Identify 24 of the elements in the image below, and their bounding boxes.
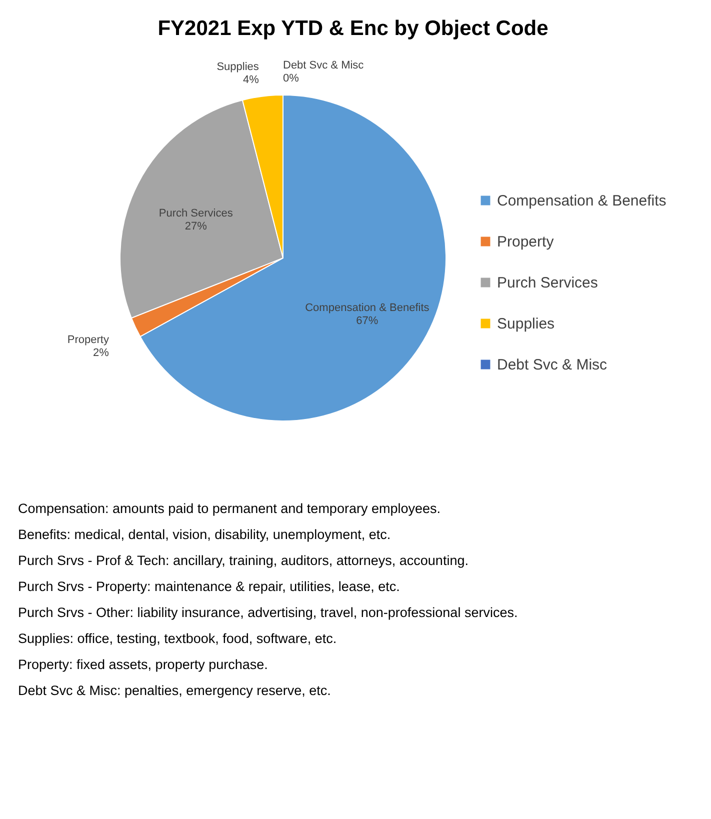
- text: 0%: [283, 72, 299, 85]
- slice-label: Purch Services: [158, 208, 234, 220]
- text: Debt Svc & Misc: penalties, emergency reserve, etc.: [18, 683, 331, 698]
- data-label: 67%: [356, 314, 378, 327]
- slice-label: Compensation & Benefits: [305, 302, 430, 314]
- category-label: Debt Svc & Misc: [283, 60, 364, 72]
- slice-label: Property: [67, 334, 110, 346]
- legend-label: Property: [497, 234, 554, 250]
- text: Compensation: amounts paid to permanent and temporary employees.: [18, 501, 440, 516]
- data-label: 27%: [184, 220, 208, 233]
- text: Purch Srvs - Property: maintenance & repair, utilities, lease, etc.: [18, 579, 400, 594]
- legend-label: Debt Svc & Misc: [497, 356, 608, 374]
- text: Property: fixed assets, property purchase.: [18, 657, 268, 672]
- text: Purch Srvs - Prof & Tech: ancillary, training, auditors, attorneys, accounting.: [18, 553, 468, 568]
- legend-label: Supplies: [497, 316, 555, 332]
- slice-label: Supplies: [216, 61, 260, 74]
- text: Purch Srvs - Other: liability insurance, advertising, travel, non-professional services.: [18, 605, 518, 620]
- chart-title: FY2021 Exp YTD & Enc by Object Code: [158, 17, 548, 40]
- legend-label: Purch Services: [497, 274, 598, 292]
- legend-label: Compensation & Benefits: [497, 192, 666, 210]
- text: Benefits: medical, dental, vision, disability, unemployment, etc.: [18, 527, 391, 542]
- text: Supplies: office, testing, textbook, food, software, etc.: [18, 631, 337, 646]
- data-label: 2%: [93, 346, 110, 359]
- data-label: 4%: [242, 74, 260, 86]
